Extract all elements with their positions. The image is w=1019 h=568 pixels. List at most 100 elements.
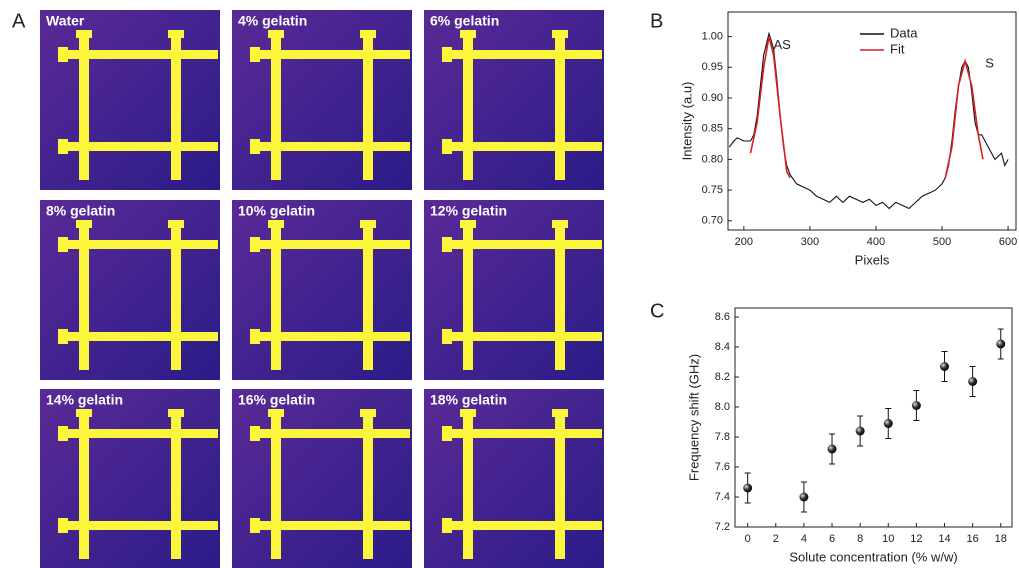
image (424, 200, 604, 380)
grid-bar (555, 409, 565, 559)
y-tick-label: 0.80 (702, 153, 723, 165)
y-tick-label: 0.70 (702, 215, 723, 227)
line (728, 31, 1009, 210)
image-label: 16% gelatin (238, 392, 315, 408)
y-tick-label: 7.8 (715, 431, 730, 443)
grid-flare (250, 329, 260, 344)
grid-bar (442, 429, 602, 438)
grid-flare (360, 30, 376, 38)
annotation: S (985, 56, 994, 71)
x-tick-label: 500 (933, 236, 951, 248)
grid-flare (552, 409, 568, 417)
grid-bar (250, 240, 410, 249)
panel-label: C (650, 300, 664, 322)
grid-flare (460, 220, 476, 228)
image (232, 200, 412, 380)
grid-bar (58, 50, 218, 59)
y-tick-label: 8.2 (715, 371, 730, 383)
annotation: AS (773, 37, 791, 52)
legend-label: Fit (890, 41, 905, 56)
grid-bar (250, 142, 410, 151)
image-label: Water (46, 13, 85, 29)
grid-bar (58, 521, 218, 530)
grid-flare (76, 30, 92, 38)
grid-flare (168, 409, 184, 417)
point (968, 377, 978, 386)
x-tick-label: 200 (735, 236, 753, 248)
grid-bar (442, 240, 602, 249)
grid-bar (271, 409, 281, 559)
y-tick-label: 0.90 (702, 92, 723, 104)
image-label: 4% gelatin (238, 13, 307, 29)
grid-flare (552, 30, 568, 38)
grid-flare (442, 426, 452, 441)
panel-label: B (650, 10, 663, 32)
grid-flare (460, 30, 476, 38)
grid-flare (442, 139, 452, 154)
y-tick-label: 7.6 (715, 461, 730, 473)
line (749, 36, 984, 179)
image (232, 10, 412, 190)
grid-flare (552, 220, 568, 228)
grid-flare (58, 47, 68, 62)
image (424, 10, 604, 190)
grid-bar (442, 50, 602, 59)
grid-flare (250, 426, 260, 441)
grid-flare (58, 426, 68, 441)
grid-bar (58, 240, 218, 249)
grid-bar (58, 332, 218, 341)
grid-flare (442, 518, 452, 533)
grid-flare (58, 237, 68, 252)
image-label: 14% gelatin (46, 392, 123, 408)
image (232, 389, 412, 568)
y-tick-label: 1.00 (702, 30, 723, 42)
grid-flare (442, 47, 452, 62)
grid-flare (250, 139, 260, 154)
x-axis-title: Solute concentration (% w/w) (789, 549, 957, 564)
image-label: 18% gelatin (430, 392, 507, 408)
image-label: 10% gelatin (238, 203, 315, 219)
image (40, 10, 220, 190)
point (855, 426, 865, 436)
grid-flare (58, 139, 68, 154)
grid-flare (76, 409, 92, 417)
y-tick-label: 8.4 (715, 341, 730, 353)
y-tick-label: 8.0 (715, 401, 730, 413)
x-tick-label: 12 (910, 533, 922, 545)
x-tick-label: 400 (867, 236, 885, 248)
grid-bar (555, 220, 565, 370)
grid-bar (271, 220, 281, 370)
grid-bar (250, 332, 410, 341)
grid-flare (360, 220, 376, 228)
grid-bar (250, 521, 410, 530)
grid-flare (268, 30, 284, 38)
grid-bar (79, 220, 89, 370)
grid-flare (268, 409, 284, 417)
x-tick-label: 10 (882, 533, 894, 545)
y-tick-label: 7.2 (715, 521, 730, 533)
legend-label: Data (890, 25, 918, 40)
point (743, 483, 753, 493)
x-tick-label: 0 (745, 533, 751, 545)
x-tick-label: 6 (829, 533, 835, 545)
grid-flare (250, 237, 260, 252)
grid-flare (460, 409, 476, 417)
grid-bar (463, 220, 473, 370)
grid-flare (58, 518, 68, 533)
image (40, 200, 220, 380)
x-tick-label: 300 (801, 236, 819, 248)
image-label: 6% gelatin (430, 13, 499, 29)
grid-flare (168, 220, 184, 228)
y-tick-label: 0.85 (702, 123, 723, 135)
point (799, 492, 809, 502)
grid-flare (76, 220, 92, 228)
grid-bar (79, 30, 89, 180)
grid-bar (442, 521, 602, 530)
y-tick-label: 7.4 (715, 491, 730, 503)
image (424, 389, 604, 568)
image-label: 12% gelatin (430, 203, 507, 219)
grid-flare (360, 409, 376, 417)
grid-flare (268, 220, 284, 228)
point (996, 339, 1006, 349)
